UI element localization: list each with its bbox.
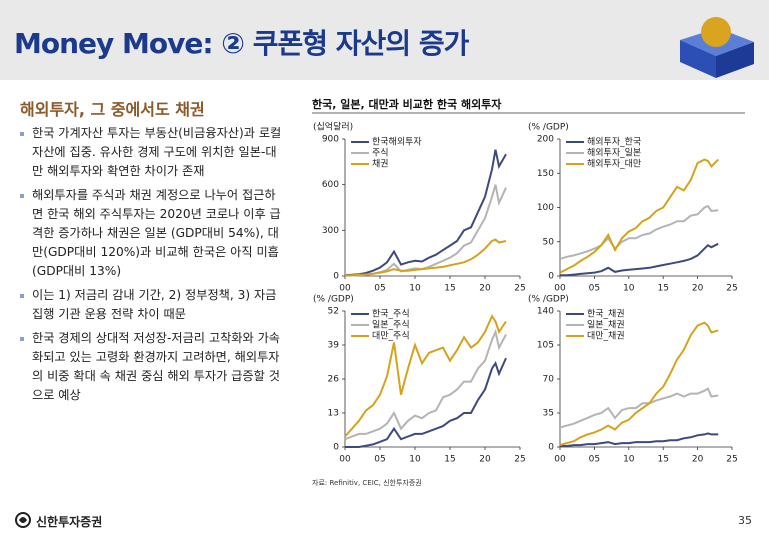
series-line [344, 184, 507, 277]
x-tick-label: 00 [554, 284, 566, 294]
y-tick-label: 105 [537, 341, 554, 351]
y-tick-label: 70 [543, 375, 555, 385]
series-line [344, 328, 507, 441]
page-number: 35 [738, 514, 752, 527]
series-line [345, 357, 507, 448]
series-line [560, 242, 719, 277]
y-tick-label: 200 [537, 135, 554, 145]
x-tick-label: 15 [444, 455, 455, 465]
y-axis-label: (십억달러) [313, 121, 353, 133]
source: 자료: Refinitiv, CEIC, 신한투자증권 [312, 479, 422, 487]
charts-title: 한국, 일본, 대만과 비교한 한국 해외투자 [312, 98, 502, 111]
y-tick-label: 600 [322, 180, 339, 190]
y-tick-label: 0 [333, 443, 339, 453]
legend-label: 한국_주식 [372, 309, 410, 320]
y-axis-label: (% /GDP) [528, 123, 569, 133]
brand-icon [15, 512, 31, 528]
y-tick-label: 900 [322, 135, 339, 145]
x-tick-label: 20 [692, 284, 704, 294]
legend-label: 해외투자_한국 [587, 136, 641, 148]
y-axis-label: (% /GDP) [313, 295, 354, 305]
series-line [344, 149, 507, 277]
series-line [344, 314, 507, 438]
y-tick-label: 26 [328, 375, 340, 385]
x-tick-label: 10 [409, 284, 421, 294]
y-tick-label: 0 [333, 272, 339, 282]
series-line [559, 204, 719, 260]
bullet: 해외투자를 주식과 채권 계정으로 나누어 접근하면 한국 해외 주식투자는 2… [20, 186, 285, 281]
x-tick-label: 05 [589, 284, 600, 294]
bullet: 이는 1) 저금리 감내 기간, 2) 정부정책, 3) 자금 집행 기관 운용… [20, 286, 285, 324]
y-tick-label: 52 [328, 307, 339, 317]
x-tick-label: 20 [479, 455, 491, 465]
brand: 신한투자증권 [36, 515, 103, 529]
x-tick-label: 05 [374, 284, 385, 294]
series-line [560, 432, 719, 447]
x-tick-label: 00 [554, 455, 566, 465]
x-tick-label: 25 [726, 284, 737, 294]
x-tick-label: 25 [514, 455, 525, 465]
legend-label: 대만_채권 [587, 330, 625, 342]
y-tick-label: 140 [537, 307, 554, 317]
legend-label: 해외투자_일본 [587, 147, 641, 159]
logo [680, 17, 754, 78]
y-tick-label: 39 [328, 341, 340, 351]
x-tick-label: 10 [409, 455, 421, 465]
x-tick-label: 20 [692, 455, 704, 465]
x-tick-label: 05 [589, 455, 600, 465]
y-tick-label: 150 [537, 169, 554, 179]
header: Money Move: ② 쿠폰형 자산의 증가 [0, 0, 769, 80]
y-tick-label: 35 [543, 409, 554, 419]
x-tick-label: 15 [657, 284, 668, 294]
slide-title: Money Move: ② 쿠폰형 자산의 증가 [14, 27, 469, 60]
x-tick-label: 25 [726, 455, 737, 465]
x-tick-label: 00 [339, 284, 351, 294]
legend-label: 한국_채권 [587, 308, 625, 320]
series-line [344, 238, 507, 277]
x-tick-label: 10 [623, 455, 635, 465]
x-tick-label: 15 [657, 455, 668, 465]
y-tick-label: 100 [537, 203, 554, 213]
legend-label: 일본_주식 [372, 320, 410, 331]
y-tick-label: 0 [548, 443, 554, 453]
legend-label: 주식 [372, 148, 389, 159]
legend-label: 대만_주식 [372, 331, 410, 342]
legend-label: 한국해외투자 [372, 136, 422, 148]
bullets: 한국 가계자산 투자는 부동산(비금융자산)과 로컬 자산에 집중. 유사한 경… [20, 124, 285, 410]
x-tick-label: 00 [339, 455, 351, 465]
x-tick-label: 20 [479, 284, 491, 294]
series-line [559, 158, 719, 274]
y-axis-label: (% /GDP) [528, 295, 569, 305]
legend-label: 해외투자_대만 [587, 158, 641, 170]
legend-label: 일본_채권 [587, 319, 625, 331]
y-tick-label: 50 [543, 237, 555, 247]
y-tick-label: 13 [328, 409, 339, 419]
series-line [559, 387, 719, 429]
series-line [559, 321, 719, 447]
x-tick-label: 25 [514, 284, 525, 294]
x-tick-label: 05 [374, 455, 385, 465]
y-tick-label: 300 [322, 226, 339, 236]
sidebar-heading: 해외투자, 그 중에서도 채권 [20, 100, 205, 119]
y-tick-label: 0 [548, 272, 554, 282]
x-tick-label: 10 [623, 284, 635, 294]
x-tick-label: 15 [444, 284, 455, 294]
bullet: 한국 경제의 상대적 저성장-저금리 고착화와 가속화되고 있는 고령화 환경까… [20, 329, 285, 405]
bullet: 한국 가계자산 투자는 부동산(비금융자산)과 로컬 자산에 집중. 유사한 경… [20, 124, 285, 181]
legend-label: 채권 [372, 158, 389, 170]
